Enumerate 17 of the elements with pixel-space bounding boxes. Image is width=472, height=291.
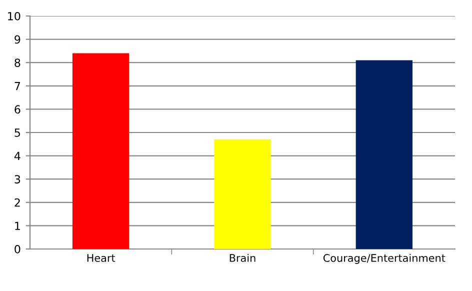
y-tick-label: 7 [14,82,20,90]
y-tick-label: 9 [14,35,20,44]
y-tick-label: 2 [14,198,20,207]
bar [72,53,130,249]
x-tick-label: Brain [230,254,256,262]
y-tick-label: 10 [8,12,20,20]
bar [214,139,271,249]
bar [356,60,412,249]
y-tick-label: 5 [14,128,20,137]
y-tick-label: 1 [15,222,20,230]
y-tick-label: 0 [14,244,20,254]
x-tick-label: Heart [87,254,116,262]
y-tick-label: 8 [14,58,20,67]
y-tick-label: 6 [14,105,20,114]
y-tick-label: 3 [14,175,20,184]
x-tick-label: Courage/Entertainment [323,254,446,264]
y-tick-label: 4 [14,152,20,160]
